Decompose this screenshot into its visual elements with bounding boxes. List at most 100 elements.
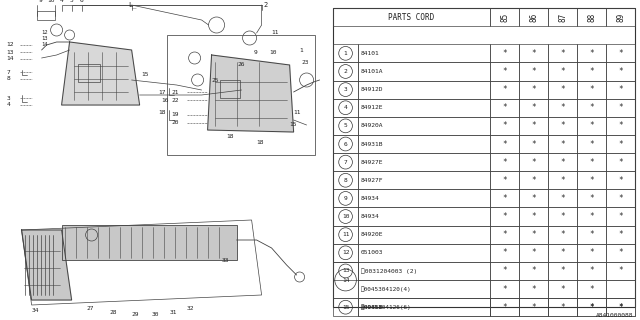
- Text: *: *: [589, 248, 594, 257]
- Polygon shape: [61, 42, 140, 105]
- Text: 26: 26: [237, 62, 245, 68]
- Text: *: *: [502, 85, 507, 94]
- Bar: [606, 171, 636, 189]
- Text: 4: 4: [344, 105, 348, 110]
- Bar: [577, 62, 606, 81]
- Text: 10: 10: [47, 0, 55, 3]
- Text: *: *: [531, 158, 536, 167]
- Text: *: *: [561, 67, 565, 76]
- Bar: [548, 135, 577, 153]
- Text: *: *: [589, 121, 594, 130]
- Bar: [333, 99, 358, 117]
- Bar: [519, 117, 548, 135]
- Bar: [606, 207, 636, 226]
- Text: *: *: [531, 176, 536, 185]
- Bar: [490, 207, 519, 226]
- Bar: [358, 117, 490, 135]
- Text: 84912D: 84912D: [361, 87, 383, 92]
- Bar: [333, 226, 358, 244]
- Text: *: *: [589, 194, 594, 203]
- Text: 14: 14: [6, 57, 14, 61]
- Text: 84101: 84101: [361, 51, 380, 56]
- Text: *: *: [589, 140, 594, 148]
- Text: 15: 15: [342, 305, 349, 310]
- Bar: [519, 8, 548, 26]
- Text: 18: 18: [159, 109, 166, 115]
- Bar: [606, 99, 636, 117]
- Text: *: *: [618, 140, 623, 148]
- Bar: [577, 81, 606, 99]
- Bar: [519, 244, 548, 262]
- Text: 4: 4: [60, 0, 63, 3]
- Bar: [606, 189, 636, 207]
- Bar: [490, 81, 519, 99]
- Text: *: *: [502, 303, 507, 312]
- Bar: [333, 171, 358, 189]
- Text: *: *: [589, 303, 594, 312]
- Text: *: *: [561, 140, 565, 148]
- Text: 7: 7: [6, 69, 10, 75]
- Text: *: *: [531, 67, 536, 76]
- Text: *: *: [618, 121, 623, 130]
- Text: *: *: [618, 303, 623, 312]
- Text: *: *: [531, 303, 536, 312]
- Text: *: *: [618, 267, 623, 276]
- Text: 11: 11: [271, 29, 279, 35]
- Bar: [606, 226, 636, 244]
- Bar: [577, 244, 606, 262]
- Bar: [358, 44, 490, 62]
- Bar: [333, 244, 358, 262]
- Text: 9: 9: [38, 0, 42, 3]
- Text: *: *: [531, 248, 536, 257]
- Bar: [519, 207, 548, 226]
- Text: 2: 2: [264, 2, 268, 8]
- Bar: [519, 99, 548, 117]
- Text: 12: 12: [42, 29, 48, 35]
- Text: 12: 12: [6, 43, 14, 47]
- Bar: [36, 11, 54, 20]
- Bar: [333, 62, 358, 81]
- Text: 13: 13: [42, 36, 48, 41]
- Text: 87: 87: [558, 12, 567, 22]
- Text: *: *: [502, 248, 507, 257]
- Bar: [519, 298, 548, 316]
- Bar: [358, 153, 490, 171]
- Text: 34: 34: [31, 308, 39, 313]
- Bar: [548, 117, 577, 135]
- Text: L_: L_: [129, 2, 137, 8]
- Text: 30: 30: [152, 313, 159, 317]
- Bar: [358, 135, 490, 153]
- Text: *: *: [618, 194, 623, 203]
- Text: *: *: [561, 248, 565, 257]
- Bar: [490, 298, 519, 316]
- Bar: [548, 44, 577, 62]
- Text: 32: 32: [187, 306, 194, 310]
- Bar: [519, 62, 548, 81]
- Bar: [577, 153, 606, 171]
- Text: 11: 11: [342, 232, 349, 237]
- Bar: [333, 135, 358, 153]
- Bar: [548, 171, 577, 189]
- Text: 84985B: 84985B: [361, 305, 383, 310]
- Bar: [519, 298, 548, 316]
- Text: *: *: [531, 284, 536, 293]
- Text: *: *: [561, 194, 565, 203]
- Text: 6: 6: [79, 0, 83, 3]
- Text: 5: 5: [70, 0, 74, 3]
- Text: 9: 9: [344, 196, 348, 201]
- Text: 12: 12: [342, 250, 349, 255]
- Text: 18: 18: [227, 134, 234, 140]
- Bar: [358, 244, 490, 262]
- Text: *: *: [618, 85, 623, 94]
- Bar: [548, 81, 577, 99]
- Text: 5: 5: [344, 124, 348, 128]
- Text: ④0045304120(4): ④0045304120(4): [361, 286, 412, 292]
- Text: 84931B: 84931B: [361, 141, 383, 147]
- Text: *: *: [531, 212, 536, 221]
- Text: 3: 3: [6, 95, 10, 100]
- Bar: [519, 135, 548, 153]
- Bar: [490, 244, 519, 262]
- Bar: [358, 280, 490, 298]
- Text: *: *: [531, 194, 536, 203]
- Text: *: *: [502, 103, 507, 112]
